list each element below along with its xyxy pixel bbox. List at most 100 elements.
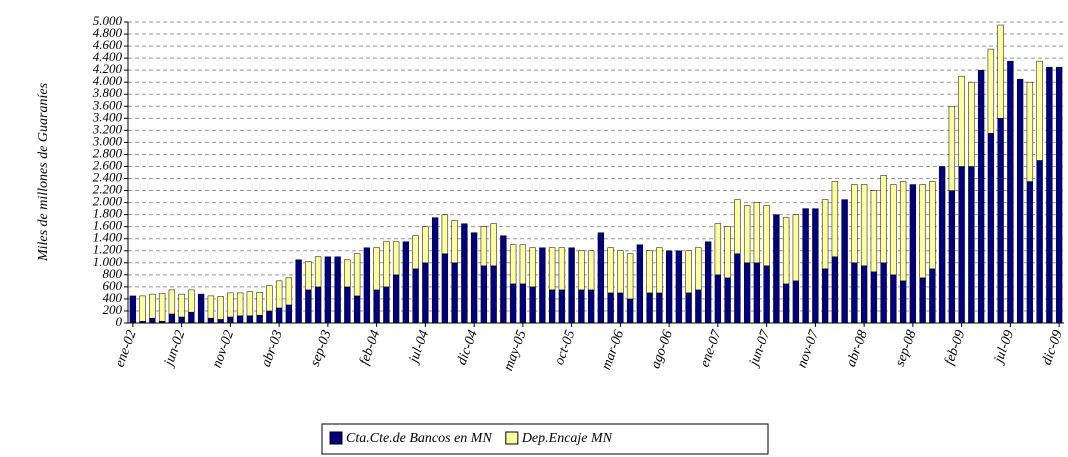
x-tick-label: oct-05: [552, 328, 578, 367]
x-tick-label: jul-04: [406, 328, 432, 366]
y-tick-label: 4.000: [93, 73, 123, 88]
bar-segment: [968, 166, 975, 324]
y-tick-label: 1.000: [93, 254, 123, 269]
x-tick-label: feb-04: [357, 328, 383, 367]
bar-segment: [363, 247, 371, 324]
y-tick-label: 3.600: [92, 97, 123, 112]
y-tick-label: 1.200: [93, 242, 123, 257]
bar-segment: [275, 307, 283, 324]
bar-segment: [763, 265, 770, 324]
bar-segment: [1016, 78, 1024, 324]
bar-segment: [373, 289, 380, 324]
bar-segment: [256, 314, 263, 324]
x-tick-label: jun-02: [161, 328, 188, 369]
x-tick-label: feb-09: [942, 328, 968, 367]
bar-segment: [392, 241, 400, 276]
bar-segment: [402, 241, 410, 324]
bar-segment: [656, 247, 663, 294]
x-tick-label: jun-07: [746, 327, 774, 369]
bar-segment: [665, 250, 673, 324]
bar-segment: [353, 295, 361, 324]
bar-segment: [256, 292, 263, 316]
x-tick-label: ago-06: [648, 328, 676, 370]
bar-segment: [909, 184, 917, 324]
y-tick-label: 0: [116, 314, 123, 329]
bar-segment: [919, 184, 926, 279]
bar-segment: [558, 289, 566, 324]
bar-segment: [617, 250, 624, 294]
bar-segment: [831, 181, 839, 258]
bar-segment: [412, 235, 419, 270]
bar-segment: [1026, 181, 1034, 324]
bar-segment: [948, 106, 956, 191]
bar-segment: [734, 253, 741, 324]
y-tick-label: 2.000: [93, 194, 123, 209]
y-tick-label: 2.400: [93, 170, 123, 185]
bar-segment: [451, 220, 458, 264]
bar-segment: [207, 317, 215, 324]
y-tick-label: 4.800: [93, 25, 123, 40]
bar-segment: [714, 274, 722, 324]
bar-segment: [929, 268, 936, 324]
x-tick-label: mar-06: [599, 328, 627, 372]
bar-segment: [685, 250, 692, 294]
bar-segment: [743, 262, 751, 324]
bar-segment: [851, 184, 858, 264]
bar-segment: [987, 48, 995, 134]
bar-segment: [285, 277, 293, 306]
bar-segment: [480, 265, 488, 324]
bar-segment: [217, 296, 224, 320]
bar-segment: [529, 247, 536, 288]
legend-label: Cta.Cte.de Bancos en MN: [346, 431, 492, 446]
bar-segment: [529, 286, 536, 324]
bar-segment: [305, 261, 312, 291]
bar-segment: [646, 250, 653, 294]
x-tick-label: abr-08: [844, 328, 871, 369]
x-tick-label: dic-04: [455, 328, 481, 367]
bar-segment: [266, 285, 273, 312]
bar-segment: [548, 289, 556, 324]
bar-segment: [422, 262, 429, 324]
x-tick-label: dic-09: [1040, 328, 1066, 367]
bar-segment: [509, 283, 517, 324]
bar-segment: [314, 286, 322, 324]
bar-segment: [929, 181, 936, 270]
bar-segment: [236, 292, 244, 317]
x-tick-label: nov-02: [210, 328, 237, 370]
bar-segment: [860, 184, 868, 267]
bar-segment: [295, 259, 302, 324]
bar-segment: [958, 166, 965, 324]
bar-segment: [568, 247, 575, 324]
x-tick-label: abr-03: [259, 328, 286, 369]
bar-segment: [782, 217, 790, 285]
bar-segment: [782, 283, 790, 324]
bar-segment: [197, 293, 205, 324]
bar-segment: [324, 256, 332, 324]
bar-segment: [626, 253, 634, 300]
bar-segment: [275, 280, 283, 309]
bar-segment: [383, 241, 390, 288]
bar-segment: [773, 214, 780, 324]
bar-segment: [753, 202, 761, 264]
bar-segment: [851, 262, 858, 324]
bar-segment: [734, 199, 741, 255]
bar-segment: [149, 293, 156, 319]
bar-segment: [305, 289, 312, 324]
bar-segment: [178, 316, 185, 324]
bar-segment: [821, 268, 829, 324]
bar-segment: [695, 289, 702, 324]
y-tick-label: 400: [103, 290, 123, 305]
bar-segment: [509, 244, 517, 285]
y-tick-label: 3.800: [92, 85, 123, 100]
bar-segment: [695, 247, 702, 291]
bar-segment: [763, 205, 770, 267]
bar-segment: [880, 175, 887, 264]
y-tick-label: 2.200: [93, 182, 123, 197]
x-tick-label: ene-02: [113, 328, 140, 369]
bar-segment: [753, 262, 761, 324]
x-tick-label: jul-09: [991, 328, 1017, 366]
legend-label: Dep.Encaje MN: [521, 431, 613, 446]
bar-segment: [656, 292, 663, 324]
bar-segment: [431, 217, 439, 324]
y-tick-label: 4.400: [93, 49, 123, 64]
